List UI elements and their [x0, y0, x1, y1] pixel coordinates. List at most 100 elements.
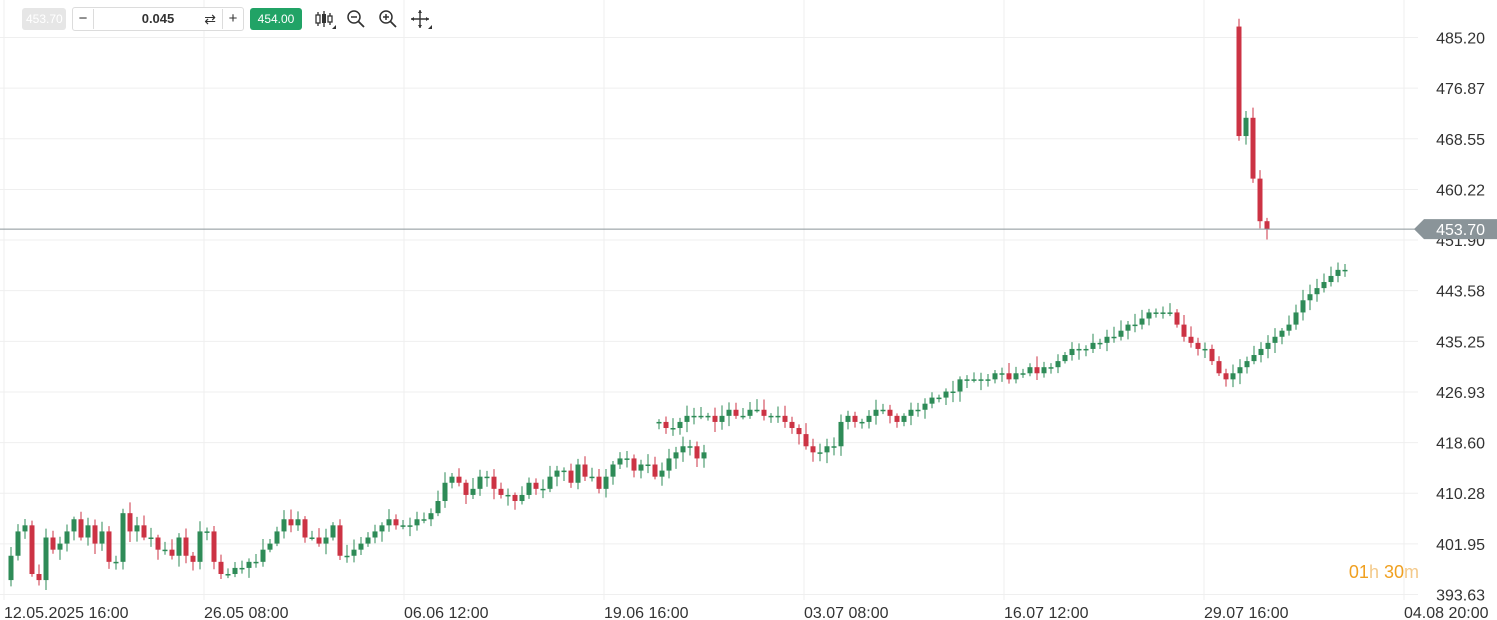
candle-up [1153, 308, 1159, 318]
candle-down [211, 526, 217, 570]
candle-down [596, 468, 602, 494]
candle-up [57, 536, 63, 560]
candlestick-series [8, 18, 1348, 591]
candle-body [999, 373, 1005, 375]
candle-body [936, 397, 942, 400]
candle-body [1237, 367, 1243, 374]
candle-down [316, 528, 322, 547]
candle-up [817, 443, 823, 462]
buy-price-button[interactable]: 454.00 [250, 7, 302, 30]
price-tick-label: 435.25 [1436, 334, 1485, 351]
candle-up [691, 407, 697, 425]
candle-up [281, 510, 287, 539]
candle-body [183, 537, 189, 556]
candle-up [309, 530, 315, 541]
candle-up [1237, 359, 1243, 385]
candle-body [449, 476, 455, 483]
candle-up [1146, 308, 1152, 326]
candle-body [267, 543, 273, 550]
candle-body [1020, 373, 1026, 375]
candle-down [155, 534, 161, 560]
candle-body [1174, 312, 1180, 325]
candle-body [789, 421, 795, 429]
candle-down [491, 469, 497, 500]
candle-body [610, 464, 616, 477]
candle-up [1062, 352, 1068, 364]
candle-body [1160, 312, 1166, 314]
countdown-hours: 01 [1348, 562, 1369, 582]
crosshair-button[interactable] [404, 8, 436, 30]
candle-body [400, 525, 406, 527]
candle-down [183, 528, 189, 564]
chart-type-button[interactable] [308, 8, 340, 30]
candle-body [1244, 361, 1250, 368]
candle-up [1139, 309, 1145, 330]
candle-body [176, 537, 182, 556]
candle-body [1216, 361, 1222, 374]
candle-body [775, 415, 781, 418]
candle-up [1132, 313, 1138, 333]
zoom-out-icon [347, 9, 365, 28]
candle-up [526, 477, 532, 499]
candle-up [1048, 363, 1054, 374]
candle-up [1258, 342, 1264, 363]
increase-quantity-button[interactable]: + [228, 9, 238, 27]
candle-up [253, 553, 259, 568]
candle-body [698, 415, 704, 418]
candle-body [624, 458, 630, 460]
candle-body [596, 476, 602, 489]
candle-up [670, 418, 676, 436]
candle-body [1286, 324, 1292, 331]
candle-body [957, 379, 963, 392]
price-tick-label: 476.87 [1436, 81, 1485, 98]
candle-up [603, 469, 609, 498]
candle-up [407, 517, 413, 537]
candle-body [421, 519, 427, 521]
candle-body [414, 519, 420, 526]
candle-body [768, 415, 774, 418]
candle-body [1251, 355, 1257, 362]
swap-icon[interactable]: ⇄ [204, 10, 216, 27]
candle-body [1139, 318, 1145, 325]
candle-up [1279, 328, 1285, 345]
candle-body [344, 555, 350, 558]
quantity-input[interactable]: 0.045 ⇄ [93, 8, 223, 29]
candle-up [64, 524, 70, 552]
candle-up [246, 558, 252, 578]
candle-body [1069, 348, 1075, 356]
candle-body [1104, 336, 1110, 343]
price-tick-label: 426.93 [1436, 385, 1485, 402]
candle-down [631, 454, 637, 478]
candle-body [1342, 269, 1348, 272]
candle-down [36, 564, 42, 586]
candle-body [740, 415, 746, 418]
candle-body [218, 561, 224, 575]
sell-price-button[interactable]: 453.70 [22, 7, 66, 30]
zoom-out-button[interactable] [340, 8, 372, 30]
price-axis: 485.20476.87468.55460.22451.90443.58435.… [1436, 31, 1485, 605]
candle-body [838, 421, 844, 447]
candle-up [687, 439, 693, 456]
zoom-in-button[interactable] [372, 8, 404, 30]
candle-up [1055, 354, 1061, 374]
candle-down [1257, 170, 1263, 229]
candle-body [1195, 342, 1201, 349]
decrease-quantity-button[interactable]: − [78, 9, 88, 27]
candle-down [663, 416, 669, 434]
candle-up [232, 562, 238, 578]
candle-up [768, 413, 774, 423]
candle-body [659, 470, 665, 477]
candle-up [1027, 363, 1033, 377]
candle-body [978, 379, 984, 381]
candle-body [351, 549, 357, 556]
candle-body [673, 452, 679, 459]
quantity-stepper[interactable]: − 0.045 ⇄ + [72, 6, 244, 31]
candle-down [894, 413, 900, 428]
candle-up [1083, 345, 1089, 357]
candle-up [873, 399, 879, 425]
candle-body [631, 458, 637, 471]
candle-down [141, 515, 147, 541]
candle-body [908, 409, 914, 416]
candle-body [1132, 324, 1138, 327]
